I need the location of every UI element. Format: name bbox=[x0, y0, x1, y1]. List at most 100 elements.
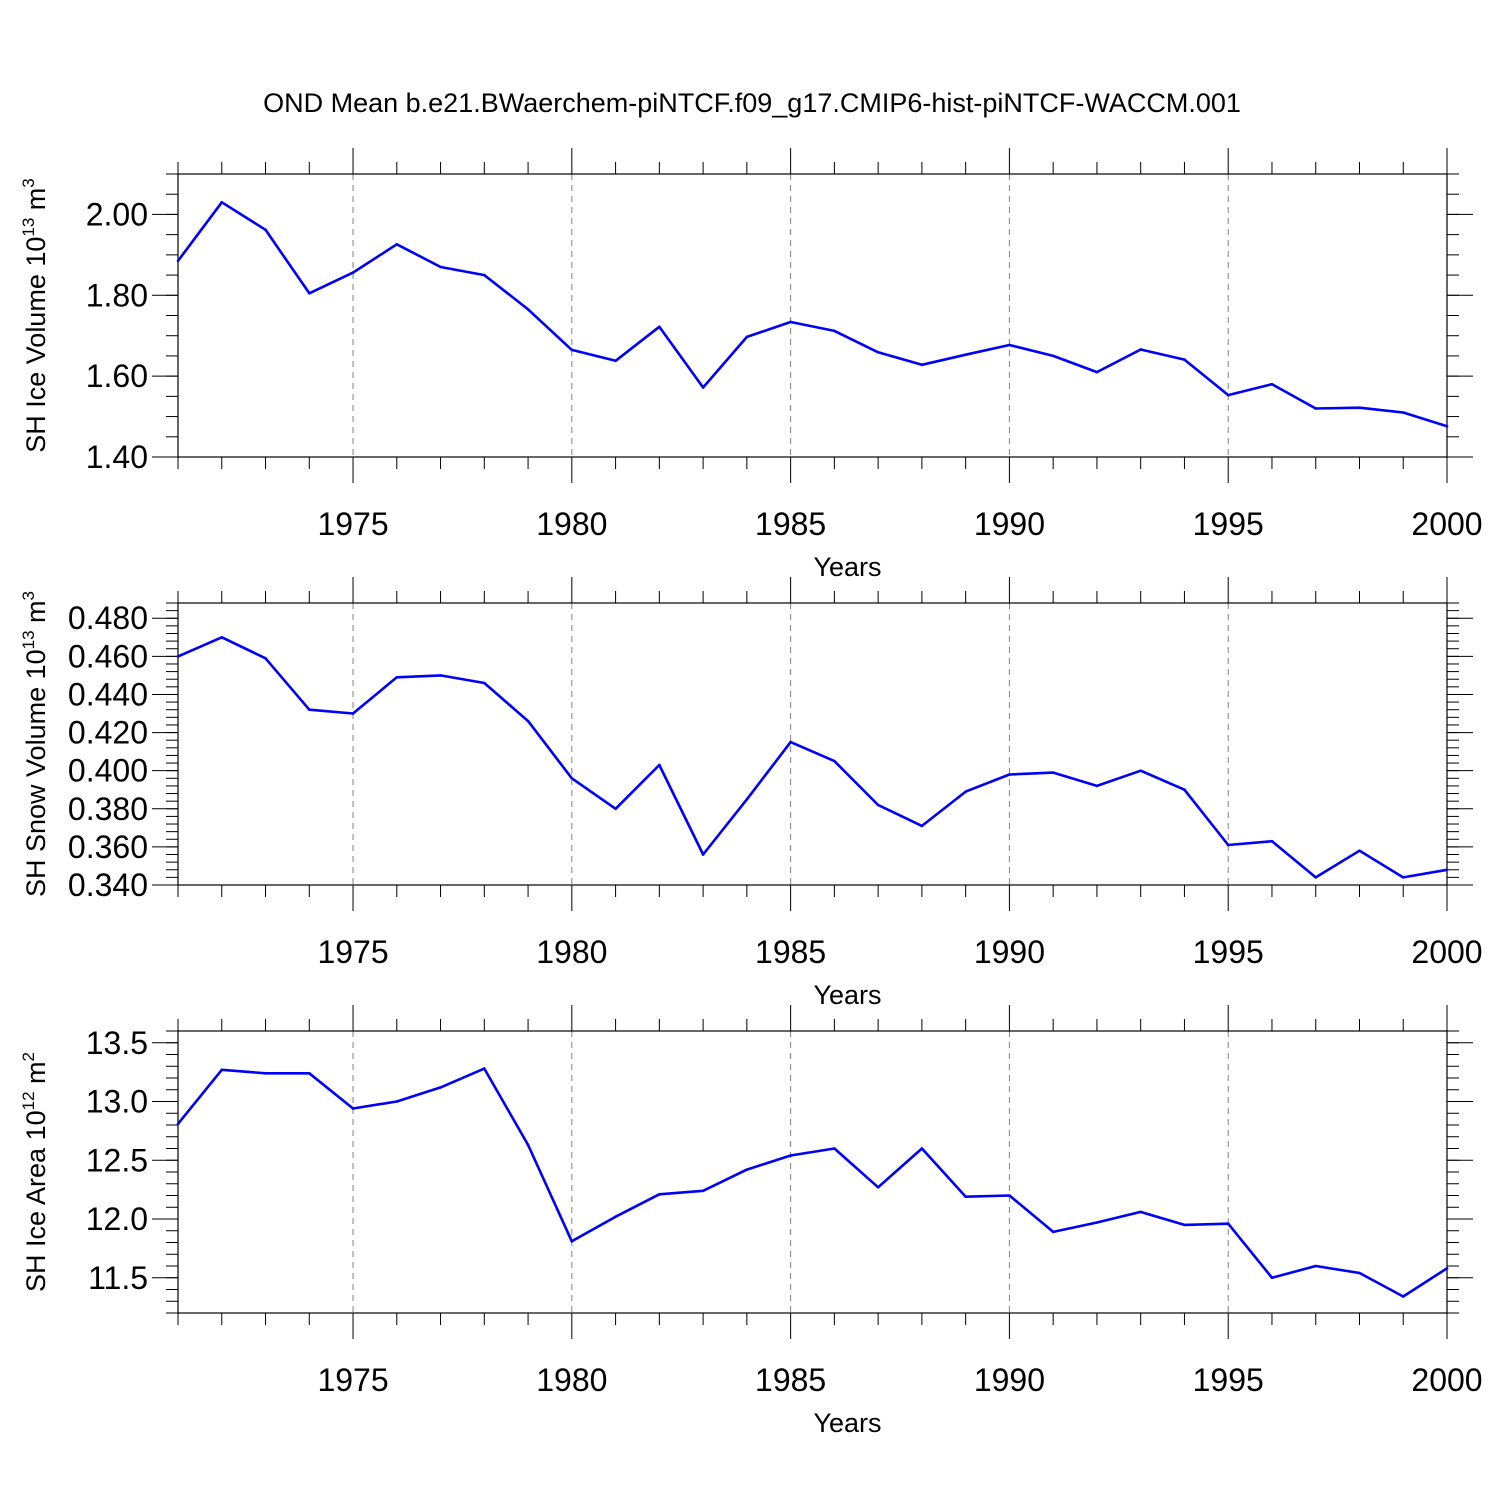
data-point bbox=[264, 656, 267, 660]
data-point bbox=[1358, 1271, 1361, 1275]
y-axis-label: SH Ice Volume 1013 m3 bbox=[19, 178, 51, 453]
data-point bbox=[1270, 1276, 1274, 1280]
data-point bbox=[176, 259, 180, 263]
x-tick-label: 2000 bbox=[1411, 934, 1482, 970]
data-point bbox=[176, 1122, 180, 1126]
data-point bbox=[876, 1185, 880, 1189]
data-point bbox=[351, 271, 355, 274]
data-point bbox=[1008, 1194, 1011, 1197]
y-tick-label: 0.440 bbox=[68, 676, 148, 712]
data-point bbox=[745, 797, 749, 801]
data-point bbox=[1051, 1230, 1055, 1234]
data-point bbox=[745, 1168, 749, 1171]
data-point bbox=[1358, 406, 1361, 409]
data-point bbox=[1051, 354, 1055, 358]
chart-panels: 1.40 1.60 1.80 2.00 1975 1980 1985 1990 1995 2000… bbox=[19, 148, 1483, 1438]
data-point bbox=[1401, 876, 1405, 879]
data-point bbox=[1008, 343, 1011, 347]
data-point bbox=[1095, 370, 1099, 374]
data-point bbox=[570, 776, 574, 780]
data-point bbox=[964, 790, 967, 793]
data-point bbox=[658, 1193, 661, 1196]
data-point bbox=[1445, 424, 1449, 428]
x-tick-label: 1995 bbox=[1193, 506, 1264, 542]
data-point bbox=[439, 265, 442, 269]
data-point bbox=[1139, 769, 1142, 772]
data-point bbox=[1401, 411, 1405, 414]
data-point bbox=[833, 329, 836, 333]
data-point bbox=[658, 325, 661, 329]
x-tick-label: 1985 bbox=[755, 1362, 826, 1398]
data-point bbox=[701, 1189, 705, 1193]
data-point bbox=[483, 273, 486, 277]
data-point bbox=[483, 1067, 486, 1070]
data-point bbox=[920, 363, 924, 367]
data-point bbox=[614, 359, 617, 363]
y-tick-label: 0.460 bbox=[68, 638, 148, 674]
data-point bbox=[789, 1154, 792, 1157]
x-axis-label: Years bbox=[813, 1408, 881, 1438]
data-point bbox=[483, 681, 486, 685]
chart-panel-2: 0.3400.3600.3800.4000.4200.4400.4600.480… bbox=[19, 577, 1483, 1010]
data-point bbox=[964, 1195, 967, 1198]
y-tick-label: 0.380 bbox=[68, 791, 148, 827]
data-point bbox=[701, 386, 705, 389]
y-tick-label: 13.5 bbox=[86, 1025, 148, 1061]
data-point bbox=[1401, 1295, 1405, 1298]
data-point bbox=[1445, 868, 1449, 872]
data-point bbox=[395, 243, 399, 246]
data-point bbox=[351, 1107, 355, 1110]
y-tick-label: 0.420 bbox=[68, 715, 148, 751]
x-tick-label: 1995 bbox=[1193, 934, 1264, 970]
y-tick-label: 0.400 bbox=[68, 753, 148, 789]
x-tick-label: 1980 bbox=[536, 506, 607, 542]
data-point bbox=[570, 1240, 574, 1243]
data-point bbox=[176, 655, 180, 658]
data-point bbox=[439, 1086, 442, 1089]
x-tick-label: 1985 bbox=[755, 506, 826, 542]
data-point bbox=[1095, 784, 1099, 788]
y-tick-label: 0.340 bbox=[68, 867, 148, 903]
data-point bbox=[395, 676, 399, 679]
data-point bbox=[789, 740, 792, 744]
data-point bbox=[1314, 407, 1318, 410]
x-tick-label: 1990 bbox=[974, 934, 1045, 970]
x-tick-label: 2000 bbox=[1411, 1362, 1482, 1398]
figure-title: OND Mean b.e21.BWaerchem-piNTCF.f09_g17.… bbox=[263, 88, 1241, 118]
plot-frame bbox=[177, 1030, 1448, 1314]
data-point bbox=[1051, 771, 1055, 774]
data-point bbox=[745, 335, 749, 339]
y-tick-label: 0.360 bbox=[68, 829, 148, 865]
data-point bbox=[658, 763, 661, 767]
series-line bbox=[176, 201, 1448, 428]
data-point bbox=[1314, 1264, 1318, 1268]
data-point bbox=[1183, 1223, 1186, 1227]
data-point bbox=[701, 853, 705, 856]
y-tick-label: 2.00 bbox=[86, 196, 148, 232]
y-axis-label: SH Snow Volume 1013 m3 bbox=[19, 591, 51, 897]
data-point bbox=[833, 759, 836, 763]
data-point bbox=[1139, 348, 1142, 351]
data-point bbox=[1008, 773, 1011, 776]
y-tick-label: 12.0 bbox=[86, 1201, 148, 1237]
data-point bbox=[307, 291, 311, 295]
data-point bbox=[1183, 358, 1186, 361]
data-point bbox=[614, 807, 617, 811]
data-point bbox=[1183, 788, 1186, 792]
data-point bbox=[264, 1072, 267, 1075]
data-point bbox=[1139, 1210, 1142, 1214]
data-point bbox=[876, 803, 880, 807]
data-point bbox=[307, 1072, 311, 1075]
plot-frame bbox=[177, 173, 1448, 458]
data-point bbox=[614, 1215, 617, 1218]
y-tick-label: 1.80 bbox=[86, 277, 148, 313]
data-point bbox=[307, 708, 311, 712]
x-tick-label: 1990 bbox=[974, 1362, 1045, 1398]
data-point bbox=[351, 712, 355, 715]
data-point bbox=[220, 1068, 224, 1072]
data-point bbox=[264, 228, 267, 232]
data-point bbox=[1270, 839, 1274, 843]
x-tick-label: 1975 bbox=[317, 506, 388, 542]
data-point bbox=[1226, 393, 1230, 397]
